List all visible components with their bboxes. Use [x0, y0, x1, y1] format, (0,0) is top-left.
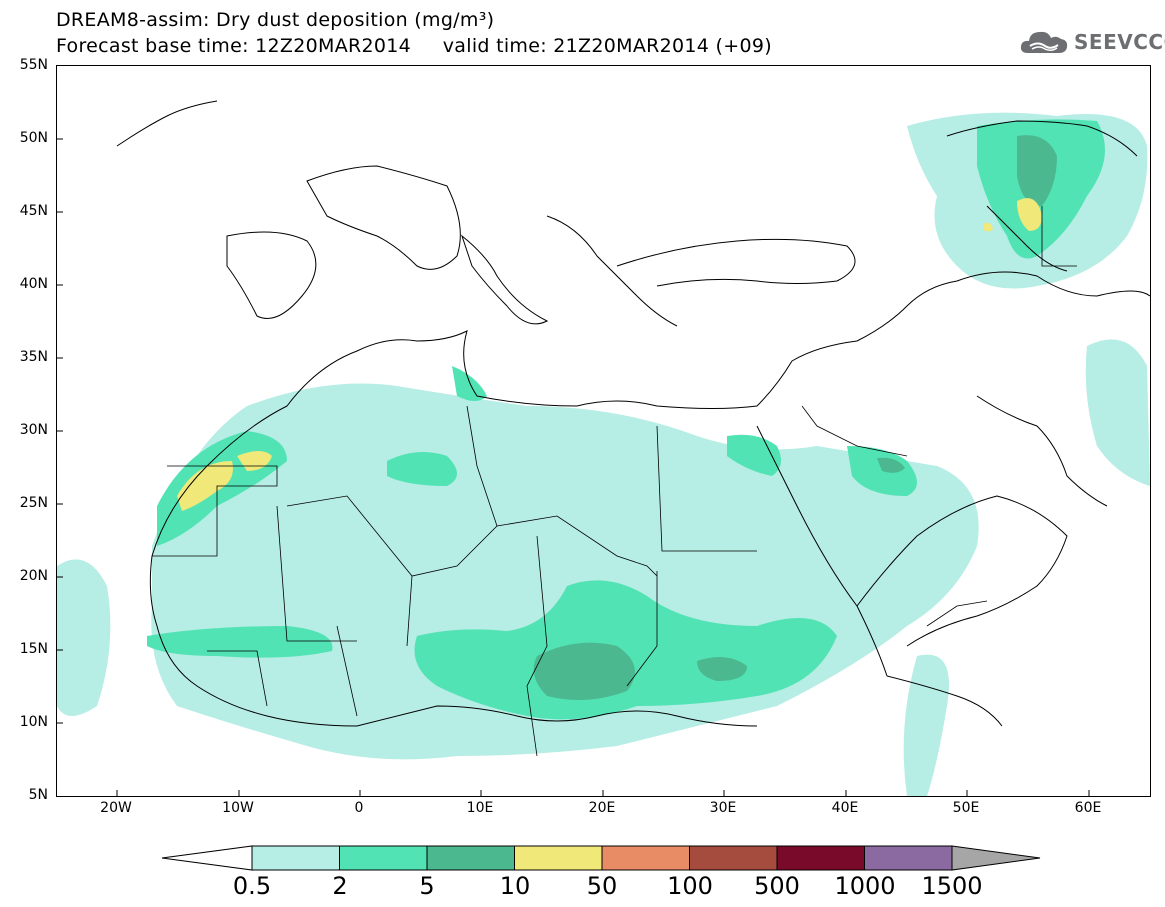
lat-label: 20N [19, 568, 48, 584]
lon-label: 10E [466, 800, 494, 816]
map-title: DREAM8-assim: Dry dust deposition (mg/m³… [56, 9, 495, 31]
lon-label: 50E [952, 800, 980, 816]
seevccc-logo: SEEVCCC [1018, 26, 1165, 58]
colorbar-swatch [426, 845, 515, 871]
lon-label: 60E [1074, 800, 1102, 816]
colorbar-swatch [339, 845, 428, 871]
lon-label: 20E [588, 800, 616, 816]
colorbar-label: 500 [754, 872, 800, 900]
colorbar-under-triangle [161, 845, 253, 871]
colorbar [161, 845, 1041, 871]
lat-label: 45N [19, 203, 48, 219]
coastlines [116, 100, 1150, 727]
lon-label: 10W [222, 800, 254, 816]
colorbar-swatch [689, 845, 778, 871]
logo-text: SEEVCCC [1074, 30, 1165, 54]
colorbar-label: 1000 [834, 872, 896, 900]
colorbar-label: 100 [667, 872, 713, 900]
lat-label: 30N [19, 422, 48, 438]
colorbar-label: 1500 [921, 872, 983, 900]
country-borders [152, 206, 1077, 757]
colorbar-swatch [601, 845, 690, 871]
colorbar-label: 50 [586, 872, 618, 900]
forecast-times: Forecast base time: 12Z20MAR2014 valid t… [56, 35, 772, 57]
colorbar-swatch [251, 845, 340, 871]
lat-label: 25N [19, 495, 48, 511]
lon-label: 30E [709, 800, 737, 816]
lon-label: 40E [831, 800, 859, 816]
colorbar-label: 0.5 [232, 872, 272, 900]
cloud-icon [1020, 31, 1068, 53]
lat-label: 55N [19, 57, 48, 73]
lat-label: 50N [19, 130, 48, 146]
colorbar-swatch [514, 845, 603, 871]
colorbar-label: 2 [332, 872, 348, 900]
lat-label: 15N [19, 641, 48, 657]
colorbar-over-triangle [951, 845, 1041, 871]
colorbar-label: 5 [419, 872, 435, 900]
dust-level-10 [177, 198, 1042, 511]
colorbar-swatch [864, 845, 953, 871]
dust-level-5 [533, 135, 1057, 700]
lon-label: 20W [100, 800, 132, 816]
map-canvas [57, 100, 1150, 796]
colorbar-swatch [776, 845, 865, 871]
lat-label: 40N [19, 276, 48, 292]
lat-label: 10N [19, 714, 48, 730]
map-area [56, 65, 1151, 797]
lat-label: 35N [19, 349, 48, 365]
lat-label: 5N [28, 787, 48, 803]
lon-label: 0 [354, 800, 364, 816]
colorbar-label: 10 [499, 872, 531, 900]
graticule [57, 138, 1090, 796]
